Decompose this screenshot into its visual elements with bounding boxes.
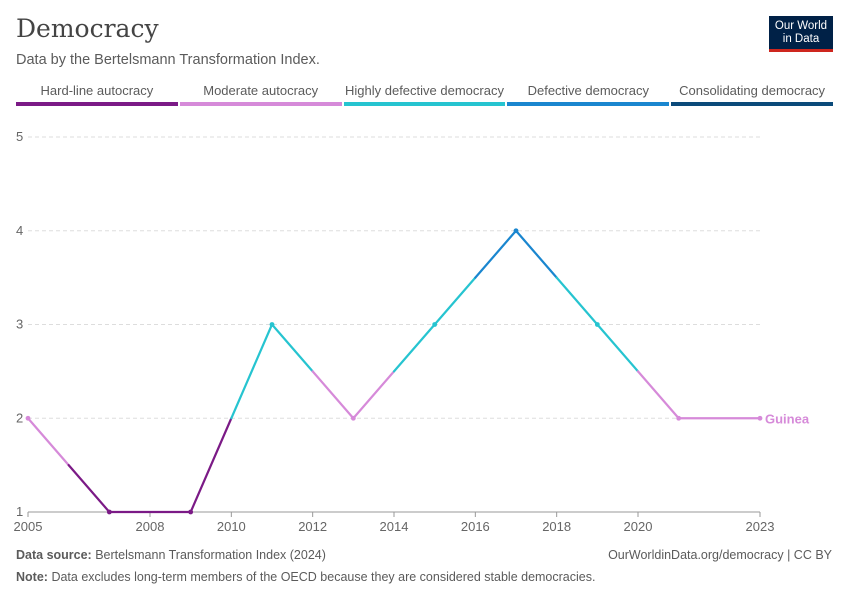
legend-color-bar <box>507 102 670 106</box>
y-tick-label: 1 <box>16 504 23 519</box>
legend-item-1[interactable]: Moderate autocracy <box>179 82 342 106</box>
legend-item-3[interactable]: Defective democracy <box>507 82 670 106</box>
legend-color-bar <box>671 102 833 106</box>
logo-line-1: Our World <box>774 20 828 32</box>
data-point <box>25 415 31 421</box>
y-tick-label: 2 <box>16 410 23 425</box>
x-tick-label: 2012 <box>298 519 327 534</box>
series-segment <box>514 229 558 279</box>
legend-color-bar <box>343 102 506 106</box>
data-point <box>757 415 763 421</box>
series-segment <box>474 229 518 279</box>
chart-title: Democracy <box>16 14 159 43</box>
data-point <box>269 322 275 327</box>
legend-color-bar <box>16 102 178 106</box>
x-tick-label: 2005 <box>14 519 43 534</box>
chart-subtitle: Data by the Bertelsmann Transformation I… <box>16 52 320 68</box>
color-legend: Hard-line autocracy Moderate autocracy Hig… <box>16 82 833 106</box>
data-point <box>350 415 356 421</box>
data-source-label: Data source: <box>16 548 92 562</box>
line-chart: 1 2 3 4 5 2005 2008 2010 2012 2014 2016 2018 2020 202… <box>14 129 810 534</box>
data-point <box>676 415 682 421</box>
owid-logo[interactable]: Our World in Data <box>769 16 833 52</box>
series-segment <box>596 323 640 373</box>
x-tick-label: 2014 <box>380 519 409 534</box>
logo-accent-bar <box>769 49 833 52</box>
data-source-text[interactable]: Bertelsmann Transformation Index (2024) <box>95 548 326 562</box>
series-segment <box>311 370 355 420</box>
source-url[interactable]: OurWorldinData.org/democracy | CC BY <box>608 548 832 562</box>
series-segment <box>189 417 233 514</box>
x-tick-label: 2018 <box>542 519 571 534</box>
x-tick-label: 2010 <box>217 519 246 534</box>
logo-line-2: in Data <box>782 33 820 45</box>
series-label: Guinea <box>765 411 810 426</box>
series-segment <box>230 323 274 420</box>
y-tick-label: 5 <box>16 129 23 144</box>
legend-item-0[interactable]: Hard-line autocracy <box>16 82 178 106</box>
data-point <box>432 322 438 327</box>
data-point <box>188 509 194 515</box>
series-segment <box>26 417 70 467</box>
series-segment <box>67 464 111 514</box>
series-segment <box>433 276 477 326</box>
series-segment <box>270 323 314 373</box>
data-point <box>106 509 112 515</box>
x-tick-label: 2023 <box>746 519 775 534</box>
x-tick-label: 2016 <box>461 519 490 534</box>
legend-item-4[interactable]: Consolidating democracy <box>671 82 833 106</box>
legend-label: Consolidating democracy <box>679 83 826 98</box>
x-tick-label: 2020 <box>624 519 653 534</box>
x-tick-label: 2008 <box>136 519 165 534</box>
y-tick-label: 4 <box>16 223 23 238</box>
data-point <box>594 322 600 327</box>
y-tick-label: 3 <box>16 317 23 332</box>
legend-color-bar <box>179 102 342 106</box>
data-point <box>513 228 519 234</box>
note: Note: Data excludes long-term members of… <box>16 570 595 584</box>
note-text: Data excludes long-term members of the O… <box>51 570 596 584</box>
series-segment <box>392 323 436 373</box>
legend-label: Hard-line autocracy <box>40 83 154 98</box>
series-segment <box>636 370 680 420</box>
legend-label: Moderate autocracy <box>203 83 319 98</box>
legend-label: Defective democracy <box>527 83 649 98</box>
data-source: Data source: Bertelsmann Transformation … <box>16 548 326 562</box>
note-label: Note: <box>16 570 48 584</box>
legend-item-2[interactable]: Highly defective democracy <box>343 82 506 106</box>
legend-label: Highly defective democracy <box>345 83 504 98</box>
series-segment <box>555 276 599 326</box>
series-segment <box>352 370 396 420</box>
